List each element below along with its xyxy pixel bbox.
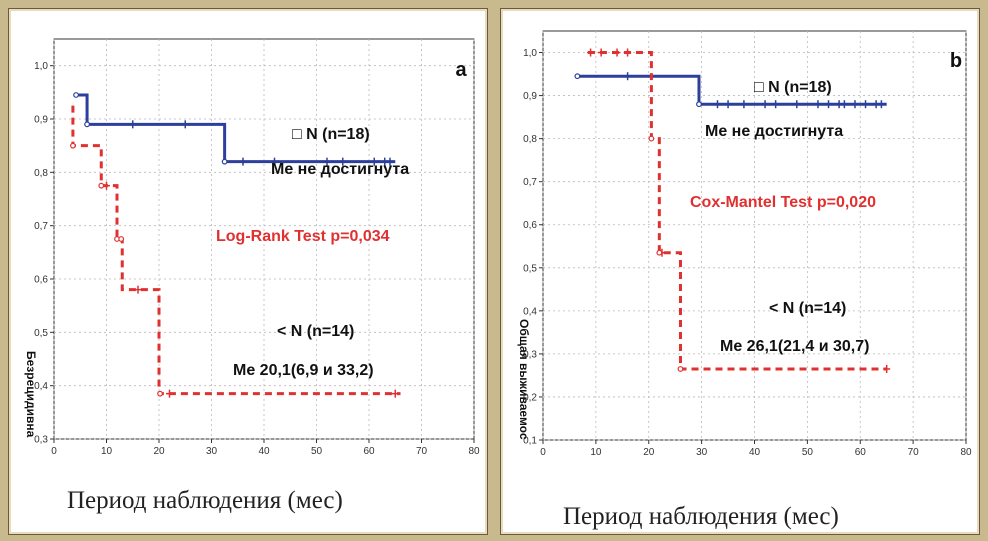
x-tick-label: 50 [311, 446, 323, 457]
series-line-less-n [587, 51, 887, 371]
x-tick-label: 0 [540, 447, 546, 458]
y-tick-label: 0,6 [34, 275, 48, 286]
y-tick-label: 0,1 [523, 436, 537, 447]
x-tick-label: 30 [206, 446, 218, 457]
y-axis-label: Общая выживаемос [517, 319, 531, 440]
panel-b: 0,1 0,2 0,3 0,4 0,5 0,6 0,7 0,8 0,9 1,0 0 10 20 30 40 5… [500, 8, 980, 535]
x-tick-label: 60 [363, 446, 375, 457]
event-point [84, 121, 90, 128]
median-less-n-label: Ме 26,1(21,4 и 30,7) [720, 338, 869, 355]
x-tick-label: 10 [590, 447, 602, 458]
chart-b-svg: 0,1 0,2 0,3 0,4 0,5 0,6 0,7 0,8 0,9 1,0 0 10 20 30 40 5… [517, 30, 972, 458]
panel-label: b [950, 50, 962, 72]
y-tick-label: 0,3 [34, 435, 48, 446]
y-tick-label: 0,9 [523, 91, 537, 102]
series-line-n [75, 93, 396, 164]
legend-less-n-label: < N (n=14) [277, 323, 354, 340]
median-less-n-label: Ме 20,1(6,9 и 33,2) [233, 362, 374, 379]
legend-n-label: □ N (n=18) [754, 79, 832, 96]
x-tick-label: 20 [153, 446, 165, 457]
y-tick-label: 0,4 [34, 381, 48, 392]
test-result-label: Log-Rank Test p=0,034 [216, 228, 390, 245]
legend-less-n-label: < N (n=14) [769, 300, 846, 317]
y-tick-label: 0,3 [523, 349, 537, 360]
y-tick-label: 1,0 [523, 48, 537, 59]
y-tick-label: 0,8 [523, 134, 537, 145]
x-tick-label: 50 [802, 447, 814, 458]
x-axis-label-a: Период наблюдения (мес) [67, 487, 343, 514]
median-not-reached-label: Ме не достигнута [271, 161, 409, 178]
x-tick-label: 0 [51, 446, 57, 457]
event-point [656, 249, 663, 256]
y-tick-label: 0,5 [523, 263, 537, 274]
x-tick-label: 60 [855, 447, 867, 458]
panel-a: 0,3 0,4 0,5 0,6 0,7 0,8 0,9 1,0 0 10 20 30 40 50 60 70 8… [8, 8, 488, 535]
event-point [98, 182, 105, 189]
y-axis-label: Безрецидивна [24, 351, 38, 438]
series-line-n [577, 74, 887, 106]
x-tick-label: 20 [643, 447, 655, 458]
event-point [70, 142, 76, 149]
x-tick-label: 40 [258, 446, 270, 457]
test-result-label: Cox-Mantel Test p=0,020 [690, 194, 876, 211]
event-point [157, 390, 163, 397]
series-line-less-n [71, 105, 401, 396]
y-tick-label: 0,5 [34, 328, 48, 339]
event-point [118, 236, 125, 242]
event-point [677, 366, 684, 372]
median-not-reached-label: Ме не достигнута [705, 123, 843, 140]
event-point [574, 73, 581, 80]
x-tick-label: 80 [960, 447, 972, 458]
y-tick-label: 0,7 [523, 177, 537, 188]
x-tick-label: 10 [101, 446, 113, 457]
x-tick-label: 70 [908, 447, 920, 458]
x-axis-label-b: Период наблюдения (мес) [563, 503, 839, 530]
y-tick-label: 0,2 [523, 392, 537, 403]
y-tick-label: 0,8 [34, 168, 48, 179]
chart-a-svg: 0,3 0,4 0,5 0,6 0,7 0,8 0,9 1,0 0 10 20 30 40 50 60 70 8… [24, 38, 480, 457]
event-point [696, 101, 702, 108]
x-tick-label: 30 [696, 447, 708, 458]
x-tick-label: 40 [749, 447, 761, 458]
x-tick-label: 70 [416, 446, 428, 457]
event-point [648, 135, 655, 142]
event-point [221, 158, 228, 165]
x-tick-label: 80 [468, 446, 480, 457]
y-tick-label: 0,9 [34, 115, 48, 126]
event-point [73, 92, 79, 98]
y-tick-label: 0,6 [523, 220, 537, 231]
y-tick-label: 1,0 [34, 61, 48, 72]
y-tick-label: 0,4 [523, 306, 537, 317]
y-tick-label: 0,7 [34, 221, 48, 232]
panel-label: a [455, 59, 467, 81]
legend-n-label: □ N (n=18) [292, 126, 370, 143]
